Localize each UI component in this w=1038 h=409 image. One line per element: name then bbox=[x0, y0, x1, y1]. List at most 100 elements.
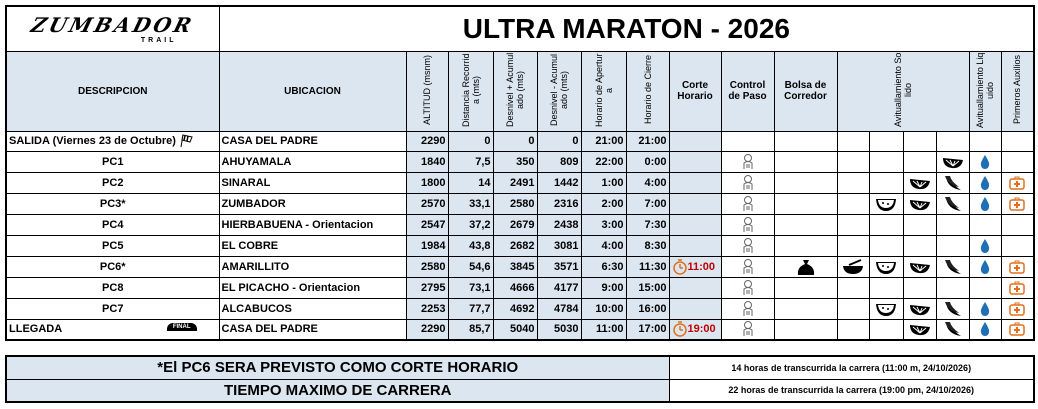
cut-off bbox=[668, 171, 722, 194]
value-cell: 5030 bbox=[536, 318, 582, 341]
value-cell: 0 bbox=[536, 130, 582, 152]
location: ZUMBADOR bbox=[218, 192, 407, 215]
icon-part bbox=[743, 181, 752, 190]
race-table: ZUMBADOR TRAIL ULTRA MARATON - 2026 DESCRIP… bbox=[5, 5, 1036, 341]
data-row: PC1 AHUYAMALA 1840 7,5 350 809 22:00 0:00 bbox=[5, 150, 1035, 173]
description: SALIDA (Viernes 23 de Octubre) bbox=[5, 130, 220, 152]
icon-cell bbox=[935, 297, 970, 320]
icon-part bbox=[980, 259, 990, 274]
icon-aid bbox=[1009, 197, 1026, 211]
value-cell: 2679 bbox=[492, 213, 538, 236]
icon-cell bbox=[773, 213, 838, 236]
column-header-text: Avituallamiento Solido bbox=[893, 52, 913, 127]
value-cell: 0 bbox=[492, 130, 538, 152]
icon-cell bbox=[968, 130, 1002, 152]
value-cell: 4:00 bbox=[580, 234, 627, 257]
logo-name: ZUMBADOR bbox=[28, 13, 197, 38]
icon-part bbox=[944, 301, 959, 313]
value-cell: 0 bbox=[447, 130, 494, 152]
icon-cell bbox=[935, 171, 970, 194]
icon-melon bbox=[874, 260, 898, 274]
icon-part bbox=[743, 244, 752, 253]
icon-banana bbox=[943, 175, 963, 190]
icon-part bbox=[743, 286, 752, 295]
icon-control bbox=[741, 153, 755, 169]
value-cell: 2547 bbox=[405, 213, 449, 236]
value-cell: 10:00 bbox=[580, 297, 627, 320]
column-header-text: Desnivel - Acumulado (mts) bbox=[549, 53, 569, 126]
icon-drop bbox=[979, 196, 991, 211]
icon-cell bbox=[968, 276, 1002, 299]
icon-cell bbox=[1000, 130, 1035, 152]
icon-cell bbox=[968, 171, 1002, 194]
icon-part bbox=[743, 153, 752, 162]
icon-part bbox=[909, 262, 930, 273]
data-row: PC3* ZUMBADOR 2570 33,1 2580 2316 2:00 7:00 bbox=[5, 192, 1035, 215]
icon-part bbox=[912, 264, 926, 271]
icon-banana bbox=[943, 301, 963, 316]
icon-part bbox=[944, 175, 959, 187]
icon-part bbox=[980, 301, 990, 316]
icon-cell bbox=[935, 130, 970, 152]
icon-part bbox=[980, 238, 990, 253]
note-detail: 22 horas de transcurrida la carrera (19:… bbox=[668, 378, 1035, 403]
icon-banana bbox=[943, 322, 963, 337]
icon-part bbox=[743, 258, 752, 274]
icon-cell bbox=[1000, 213, 1035, 236]
icon-part bbox=[743, 279, 752, 295]
icon-part bbox=[743, 202, 752, 211]
column-header-text: ALTITUD (msnm) bbox=[422, 54, 432, 125]
icon-part bbox=[909, 325, 930, 336]
value-cell: 15:00 bbox=[625, 276, 670, 299]
icon-cell bbox=[968, 213, 1002, 236]
icon-cell bbox=[1000, 192, 1035, 215]
icon-cell bbox=[868, 255, 904, 278]
cut-off bbox=[668, 150, 722, 173]
icon-part bbox=[876, 198, 896, 211]
icon-part bbox=[180, 134, 193, 148]
icon-cell bbox=[720, 130, 775, 152]
value-cell: 11:30 bbox=[625, 255, 670, 278]
cut-off bbox=[668, 213, 722, 236]
icon-cell bbox=[1000, 297, 1035, 320]
value-cell: 7:00 bbox=[625, 192, 670, 215]
icon-cell bbox=[773, 171, 838, 194]
icon-part bbox=[878, 304, 894, 313]
icon-cell bbox=[773, 255, 838, 278]
data-row: PC8 EL PICACHO - Orientacion 2795 73,1 4666 4… bbox=[5, 276, 1035, 299]
description-text: PC6* bbox=[99, 260, 126, 273]
icon-cell bbox=[773, 318, 838, 341]
column-header: Desnivel - Acumulado (mts) bbox=[536, 50, 582, 132]
icon-part bbox=[1014, 260, 1020, 263]
icon-cell bbox=[720, 276, 775, 299]
icon-cell bbox=[968, 318, 1002, 341]
value-cell: 2290 bbox=[405, 318, 449, 341]
icon-cell bbox=[902, 318, 937, 341]
value-cell: 1442 bbox=[536, 171, 582, 194]
icon-part bbox=[882, 264, 884, 267]
value-cell: 2290 bbox=[405, 130, 449, 152]
icon-control bbox=[741, 279, 755, 295]
icon-control bbox=[741, 195, 755, 211]
value-cell: 37,2 bbox=[447, 213, 494, 236]
icon-cell bbox=[773, 192, 838, 215]
icon-part bbox=[1009, 197, 1026, 211]
icon-banana bbox=[943, 196, 963, 211]
icon-part bbox=[980, 259, 990, 274]
icon-part bbox=[980, 175, 990, 190]
description-text: PC7 bbox=[102, 302, 124, 315]
icon-drop bbox=[979, 301, 991, 316]
icon-part bbox=[677, 321, 683, 331]
icon-cell bbox=[773, 234, 838, 257]
location: EL PICACHO - Orientacion bbox=[218, 276, 407, 299]
value-cell: 33,1 bbox=[447, 192, 494, 215]
icon-cell bbox=[968, 150, 1002, 173]
value-cell: 2253 bbox=[405, 297, 449, 320]
icon-cell bbox=[902, 150, 937, 173]
description: PC2 bbox=[5, 171, 220, 194]
icon-cell bbox=[773, 276, 838, 299]
title: ULTRA MARATON - 2026 bbox=[218, 5, 1035, 52]
icon-part bbox=[745, 331, 750, 335]
value-cell: 2316 bbox=[536, 192, 582, 215]
description: PC7 bbox=[5, 297, 220, 320]
